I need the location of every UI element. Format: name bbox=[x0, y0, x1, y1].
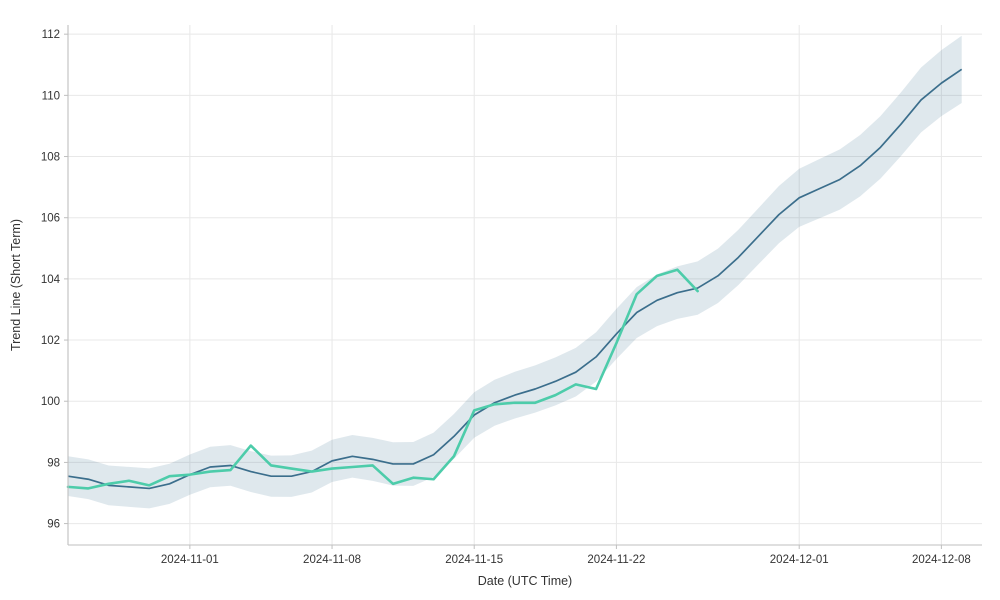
y-tick-label: 96 bbox=[47, 519, 60, 531]
chart-container: 96 98 100 102 104 106 108 110 112 2024-11-01 2024-… bbox=[0, 0, 1000, 600]
y-axis-label: Trend Line (Short Term) bbox=[9, 219, 23, 351]
y-tick-label: 112 bbox=[42, 29, 60, 41]
x-tick-label: 2024-11-15 bbox=[445, 554, 503, 566]
y-tick-label: 108 bbox=[41, 152, 60, 164]
x-axis-label: Date (UTC Time) bbox=[478, 574, 572, 588]
x-tick-label: 2024-11-22 bbox=[587, 554, 645, 566]
trend-chart: 96 98 100 102 104 106 108 110 112 2024-11-01 2024-… bbox=[0, 0, 1000, 600]
x-tick-label: 2024-11-01 bbox=[161, 554, 219, 566]
y-tick-label: 104 bbox=[41, 274, 61, 286]
x-tick-label: 2024-12-08 bbox=[912, 554, 971, 566]
x-tick-label: 2024-11-08 bbox=[303, 554, 361, 566]
y-tick-label: 102 bbox=[41, 335, 60, 347]
y-tick-label: 106 bbox=[41, 213, 60, 225]
y-tick-label: 100 bbox=[41, 396, 60, 408]
x-tick-label: 2024-12-01 bbox=[770, 554, 829, 566]
y-tick-label: 110 bbox=[42, 90, 60, 102]
y-tick-label: 98 bbox=[47, 457, 60, 469]
